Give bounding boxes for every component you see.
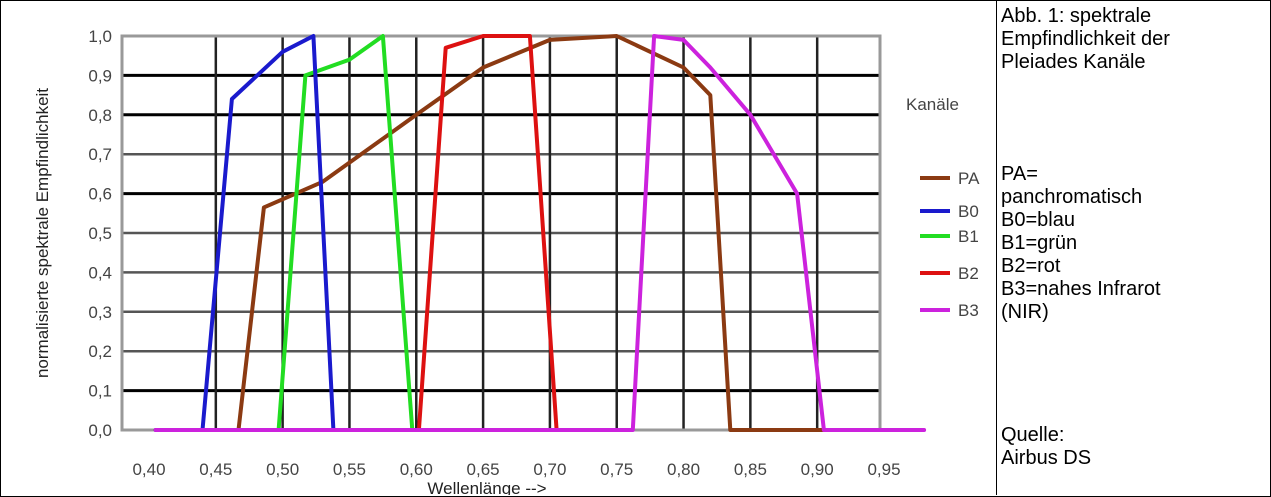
- y-tick-label: 0,5: [88, 224, 112, 243]
- x-tick-label: 0,75: [600, 460, 633, 479]
- caption-source-line: Airbus DS: [1001, 447, 1092, 469]
- caption-title-line: Empfindlichkeit der: [1001, 28, 1170, 50]
- y-tick-label: 0,4: [88, 263, 112, 282]
- caption-cell: Abb. 1: spektrale Empfindlichkeit der Pl…: [997, 0, 1269, 495]
- y-tick-label: 0,1: [88, 382, 112, 401]
- caption-source-line: Quelle:: [1001, 424, 1065, 446]
- x-tick-label: 0,95: [867, 460, 900, 479]
- x-tick-label: 0,90: [801, 460, 834, 479]
- legend-title: Kanäle: [906, 95, 959, 114]
- caption-title-line: Pleiades Kanäle: [1001, 51, 1146, 73]
- x-tick-label: 0,70: [533, 460, 566, 479]
- cell-divider: [996, 0, 997, 495]
- y-tick-label: 0,6: [88, 185, 112, 204]
- caption-legend: PA= panchromatisch B0=blau B1=grün B2=ro…: [1001, 163, 1263, 324]
- caption-title-line: Abb. 1: spektrale: [1001, 5, 1152, 27]
- x-tick-label: 0,50: [266, 460, 299, 479]
- y-tick-label: 0,8: [88, 106, 112, 125]
- caption-legend-line: B3=nahes Infrarot: [1001, 278, 1161, 300]
- y-tick-label: 0,7: [88, 145, 112, 164]
- spectral-chart: 0,0 0,1 0,2 0,3 0,4 0,5 0,6 0,7 0,8 0,9 1,0 0,40 0,4…: [33, 27, 980, 495]
- caption-title: Abb. 1: spektrale Empfindlichkeit der Pl…: [1001, 5, 1263, 74]
- caption-legend-line: B2=rot: [1001, 255, 1061, 277]
- legend-label-b0: B0: [958, 202, 979, 221]
- x-tick-label: 0,65: [467, 460, 500, 479]
- legend-label-pa: PA: [958, 169, 980, 188]
- x-tick-label: 0,45: [199, 460, 232, 479]
- x-tick-label: 0,80: [667, 460, 700, 479]
- y-tick-label: 0,3: [88, 303, 112, 322]
- x-tick-label: 0,85: [734, 460, 767, 479]
- series-line-b3: [153, 34, 927, 432]
- caption-legend-line: PA=: [1001, 163, 1038, 185]
- legend-label-b3: B3: [958, 301, 979, 320]
- y-tick-label: 0,9: [88, 66, 112, 85]
- chart-cell: 0,0 0,1 0,2 0,3 0,4 0,5 0,6 0,7 0,8 0,9 1,0 0,40 0,4…: [33, 27, 980, 495]
- x-tick-label: 0,55: [333, 460, 366, 479]
- y-tick-label: 0,0: [88, 421, 112, 440]
- caption-source: Quelle: Airbus DS: [1001, 424, 1263, 470]
- caption-legend-line: panchromatisch: [1001, 186, 1143, 208]
- caption-legend-line: (NIR): [1001, 301, 1049, 323]
- caption-legend-line: B0=blau: [1001, 209, 1075, 231]
- y-axis-title: normalisierte spektrale Empfindlichkeit: [33, 88, 52, 378]
- series-line-pa: [153, 34, 826, 432]
- x-axis-title: Wellenlänge -->: [427, 479, 546, 495]
- x-tick-label: 0,60: [400, 460, 433, 479]
- x-tick-label: 0,40: [132, 460, 165, 479]
- y-tick-label: 0,2: [88, 342, 112, 361]
- legend-label-b2: B2: [958, 264, 979, 283]
- caption-legend-line: B1=grün: [1001, 232, 1078, 254]
- y-tick-label: 1,0: [88, 27, 112, 46]
- legend-label-b1: B1: [958, 227, 979, 246]
